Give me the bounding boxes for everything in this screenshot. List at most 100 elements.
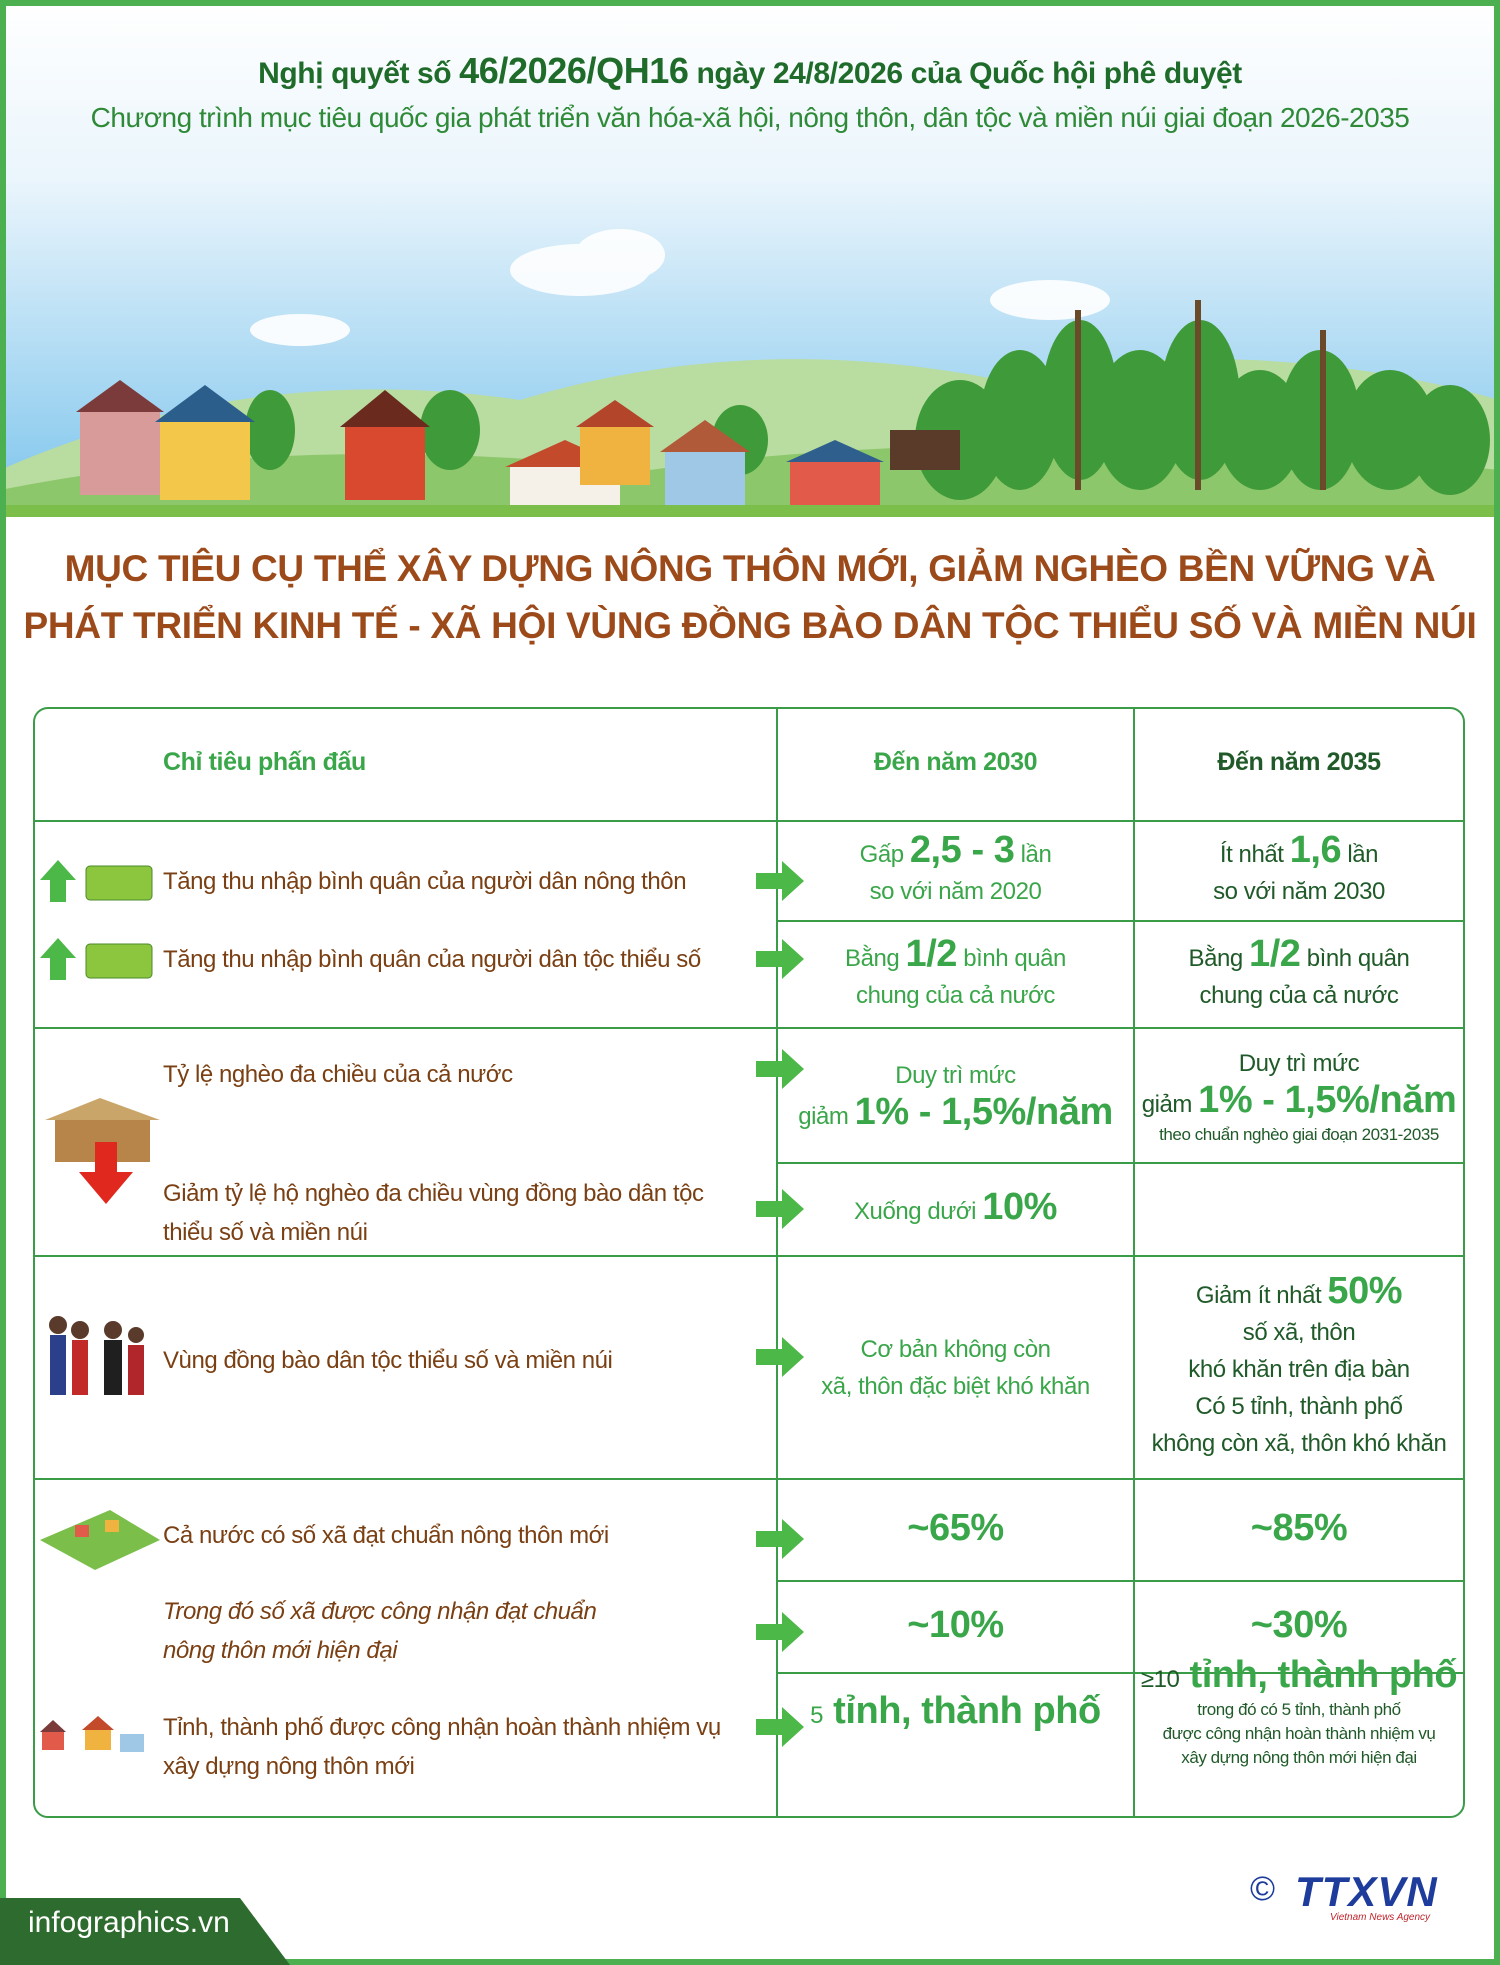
target-line: chung của cả nước xyxy=(1200,977,1399,1014)
target-text: xây dựng nông thôn mới hiện đại xyxy=(1181,1747,1417,1767)
section-title: PHÁT TRIỂN KINH TẾ - XÃ HỘI VÙNG ĐỒNG BÀ… xyxy=(23,605,1477,646)
target-text: 2,5 - 3 xyxy=(909,829,1015,871)
target-text: không còn xã, thôn khó khăn xyxy=(1151,1430,1447,1457)
table-frame xyxy=(33,707,1465,1818)
indicator-text: Tăng thu nhập bình quân của người dân tộ… xyxy=(163,946,701,973)
column-header: Đến năm 2030 xyxy=(873,748,1038,776)
target-line: Duy trì mức xyxy=(895,1057,1016,1094)
target-line: Gấp 2,5 - 3 lần xyxy=(859,829,1052,873)
target-text: số xã, thôn xyxy=(1242,1319,1356,1346)
target-line: 5 tỉnh, thành phố xyxy=(810,1689,1101,1734)
target-line: ~65% xyxy=(907,1506,1004,1551)
target-line: so với năm 2030 xyxy=(1213,873,1385,910)
footer-band xyxy=(0,1898,290,1965)
target-line: giảm 1% - 1,5%/năm xyxy=(798,1090,1114,1135)
indicator: Tỉnh, thành phố được công nhận hoàn thàn… xyxy=(163,1708,721,1786)
target-line: Xuống dưới 10% xyxy=(854,1186,1057,1230)
indicator-text: Vùng đồng bào dân tộc thiểu số và miền n… xyxy=(163,1347,613,1374)
target-text: ~10% xyxy=(907,1603,1004,1646)
column-header: Chỉ tiêu phấn đấu xyxy=(163,748,366,776)
target-text: Bằng xyxy=(1188,944,1250,972)
target-text: chung của cả nước xyxy=(1199,981,1399,1009)
target-line: xã, thôn đặc biệt khó khăn xyxy=(821,1368,1090,1405)
header-text: ngày 24/8/2026 của Quốc hội phê duyệt xyxy=(688,57,1242,90)
target-line: Cơ bản không còn xyxy=(860,1331,1050,1368)
target-text: Bằng xyxy=(845,944,906,972)
target-text: được công nhận hoàn thành nhiệm vụ xyxy=(1162,1723,1436,1743)
target-text: tỉnh, thành phố xyxy=(1179,1653,1458,1696)
poverty-icon xyxy=(45,1098,160,1204)
indicator: Trong đó số xã được công nhận đạt chuẩn n… xyxy=(163,1592,597,1670)
indicator-text: xây dựng nông thôn mới xyxy=(163,1753,415,1780)
target-line: ≥10 tỉnh, thành phố xyxy=(1140,1653,1458,1698)
target-text: ≥10 xyxy=(1140,1665,1180,1693)
target-text: ~65% xyxy=(907,1506,1004,1549)
indicator: Vùng đồng bào dân tộc thiểu số và miền n… xyxy=(163,1341,613,1380)
target-text: Ít nhất xyxy=(1219,841,1290,868)
indicator-text: thiểu số và miền núi xyxy=(163,1219,368,1246)
target-text: so với năm 2030 xyxy=(1213,878,1385,905)
indicator-text: Trong đó số xã được công nhận đạt chuẩn xyxy=(163,1598,597,1625)
target-text: chung của cả nước xyxy=(856,981,1055,1009)
indicator-text: Tỉnh, thành phố được công nhận hoàn thàn… xyxy=(163,1714,721,1741)
target-text: 10% xyxy=(982,1186,1057,1228)
footer-site: infographics.vn xyxy=(28,1906,230,1939)
target-line: xây dựng nông thôn mới hiện đại xyxy=(1181,1746,1417,1770)
copyright: © xyxy=(1250,1870,1276,1908)
target-text: 1/2 xyxy=(1249,932,1301,975)
target-line: ~30% xyxy=(1250,1603,1348,1648)
target-text: Xuống dưới xyxy=(854,1198,983,1225)
target-text: Cơ bản không còn xyxy=(860,1335,1051,1363)
indicator: Tăng thu nhập bình quân của người dân tộ… xyxy=(163,940,701,979)
target-line: so với năm 2020 xyxy=(870,873,1042,910)
header-line2: Chương trình mục tiêu quốc gia phát triể… xyxy=(90,102,1410,133)
header-text: Nghị quyết số xyxy=(258,57,460,90)
indicator: Giảm tỷ lệ hộ nghèo đa chiều vùng đồng b… xyxy=(163,1174,704,1252)
target-text: 1/2 xyxy=(905,932,958,975)
target-cell: ~65% xyxy=(777,1479,1134,1581)
target-line: khó khăn trên địa bàn xyxy=(1188,1351,1410,1388)
resolution-number: 46/2026/QH16 xyxy=(459,50,689,91)
target-cell: Duy trì mức giảm 1% - 1,5%/năm xyxy=(777,1028,1134,1163)
target-text: 1% - 1,5%/năm xyxy=(1198,1078,1457,1121)
target-line: ~10% xyxy=(907,1603,1004,1648)
target-line: Bằng 1/2 bình quân xyxy=(845,932,1066,977)
target-text: 1% - 1,5%/năm xyxy=(854,1090,1114,1133)
target-text: bình quân xyxy=(1300,944,1410,972)
indicator-text: nông thôn mới hiện đại xyxy=(163,1637,398,1664)
target-text: lần xyxy=(1014,841,1052,868)
indicator-text: Tỷ lệ nghèo đa chiều của cả nước xyxy=(163,1061,513,1088)
target-cell: Ít nhất 1,6 lần so với năm 2030 xyxy=(1134,821,1464,921)
target-text: trong đó có 5 tỉnh, thành phố xyxy=(1197,1699,1401,1719)
target-line: trong đó có 5 tỉnh, thành phố xyxy=(1197,1698,1401,1722)
target-text: Gấp xyxy=(859,841,910,868)
target-cell: ≥10 tỉnh, thành phố trong đó có 5 tỉnh, t… xyxy=(1134,1656,1464,1767)
target-line: giảm 1% - 1,5%/năm xyxy=(1141,1078,1457,1123)
target-line: được công nhận hoàn thành nhiệm vụ xyxy=(1163,1722,1436,1746)
target-cell: Bằng 1/2 bình quân chung của cả nước xyxy=(777,921,1134,1028)
target-text: ~85% xyxy=(1250,1506,1348,1549)
target-text: 5 xyxy=(810,1701,824,1729)
indicator: Cả nước có số xã đạt chuẩn nông thôn mới xyxy=(163,1516,609,1555)
target-text: so với năm 2020 xyxy=(869,878,1042,905)
target-cell: Duy trì mức giảm 1% - 1,5%/năm theo chuẩn … xyxy=(1134,1028,1464,1163)
tree-trunks xyxy=(1075,300,1326,490)
people-icon xyxy=(49,1316,144,1395)
target-text: bình quân xyxy=(957,944,1066,972)
target-text: theo chuẩn nghèo giai đoạn 2031-2035 xyxy=(1159,1124,1439,1144)
target-cell: Cơ bản không còn xã, thôn đặc biệt khó kh… xyxy=(777,1256,1134,1479)
indicator-text: Cả nước có số xã đạt chuẩn nông thôn mới xyxy=(163,1522,609,1549)
target-text: giảm xyxy=(1141,1090,1199,1118)
target-text: Duy trì mức xyxy=(895,1061,1016,1089)
village-icon xyxy=(40,1510,160,1752)
row-arrows xyxy=(756,861,804,1747)
target-text: xã, thôn đặc biệt khó khăn xyxy=(821,1372,1090,1400)
target-text: tỉnh, thành phố xyxy=(823,1689,1101,1732)
income-icons xyxy=(40,860,153,980)
target-text: Có 5 tỉnh, thành phố xyxy=(1195,1393,1403,1420)
target-line: Ít nhất 1,6 lần xyxy=(1219,831,1379,873)
target-text: ~30% xyxy=(1250,1603,1348,1646)
